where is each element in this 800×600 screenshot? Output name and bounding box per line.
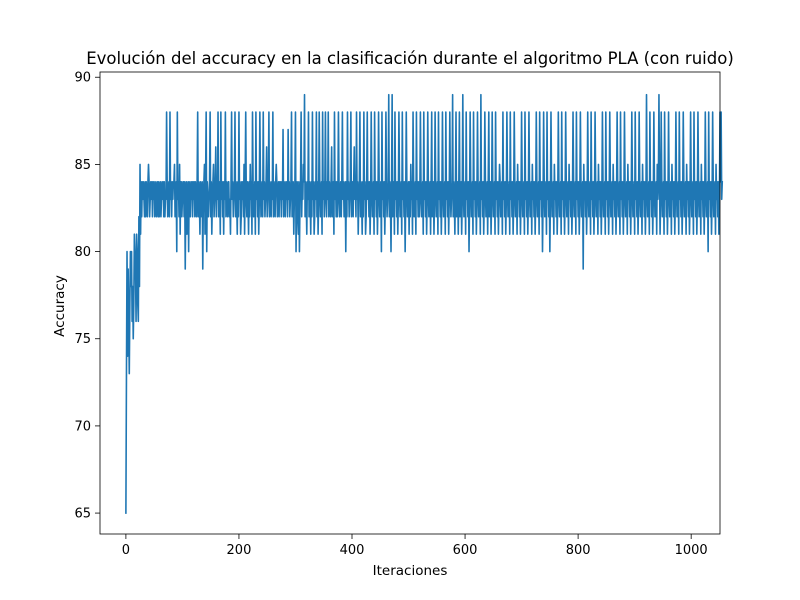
x-tick-label: 0 — [122, 543, 130, 558]
y-tick-label: 80 — [74, 245, 91, 260]
x-tick-label: 600 — [453, 543, 478, 558]
plot-area — [125, 93, 724, 514]
x-tick-label: 1000 — [675, 543, 708, 558]
y-axis-label: Accuracy — [52, 275, 68, 337]
y-tick-label: 85 — [74, 158, 91, 173]
x-tick-label: 200 — [227, 543, 252, 558]
series-line-accuracy — [125, 93, 724, 514]
y-tick-label: 65 — [74, 507, 91, 522]
x-axis-label: Iteraciones — [373, 563, 448, 579]
y-tick-label: 90 — [74, 71, 91, 86]
chart-title: Evolución del accuracy en la clasificaci… — [86, 49, 734, 68]
y-tick-label: 70 — [74, 419, 91, 434]
axes-frame — [99, 71, 721, 535]
x-axis: 0 200 400 600 800 1000 — [122, 534, 708, 558]
x-tick-label: 800 — [566, 543, 591, 558]
y-axis: 65 70 75 80 85 90 — [74, 71, 100, 522]
y-tick-label: 75 — [74, 332, 91, 347]
x-tick-label: 400 — [340, 543, 365, 558]
